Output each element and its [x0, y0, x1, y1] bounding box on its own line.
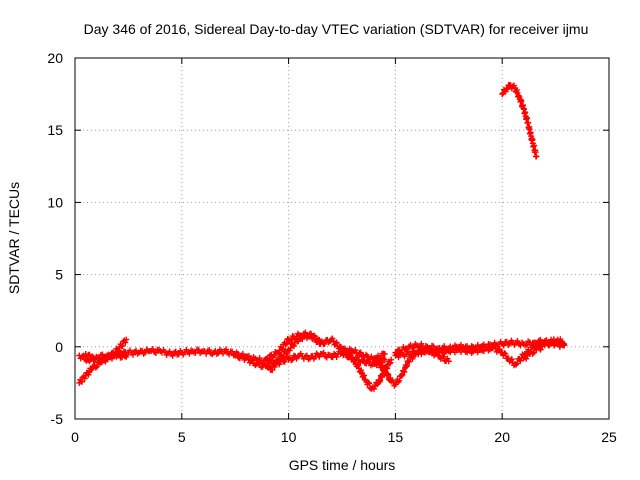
data-point [381, 366, 388, 373]
data-point [123, 353, 130, 360]
axis-ticks: 0 5 10 15 20 25 -5 0 5 10 15 20 [47, 50, 617, 445]
x-tick-label: 10 [281, 429, 297, 445]
y-tick-label: 0 [55, 339, 63, 355]
x-tick-label: 20 [494, 429, 510, 445]
x-axis-label: GPS time / hours [289, 457, 396, 473]
data-point [503, 85, 510, 92]
chart-title: Day 346 of 2016, Sidereal Day-to-day VTE… [84, 21, 589, 37]
series-13 [499, 82, 540, 160]
data-point [499, 91, 506, 98]
data-point [561, 340, 568, 347]
data-point [533, 153, 540, 160]
y-tick-label: 5 [55, 267, 63, 283]
x-tick-label: 0 [71, 429, 79, 445]
series-3 [82, 350, 130, 365]
y-tick-label: -5 [51, 411, 64, 427]
series-12 [520, 336, 568, 362]
grid-lines [75, 58, 609, 419]
x-tick-label: 15 [388, 429, 404, 445]
data-point [381, 356, 388, 363]
series-7 [339, 346, 395, 392]
data-point [123, 336, 130, 343]
data-point [445, 358, 452, 365]
x-tick-label: 25 [601, 429, 617, 445]
series-8 [371, 345, 452, 389]
y-tick-label: 10 [47, 194, 63, 210]
series-10 [392, 344, 495, 361]
x-tick-label: 5 [178, 429, 186, 445]
y-tick-label: 15 [47, 122, 63, 138]
data-point [381, 351, 388, 358]
data-point [388, 356, 395, 363]
y-tick-label: 20 [47, 50, 63, 66]
data-points [76, 82, 568, 392]
y-axis-label: SDTVAR / TECUs [6, 182, 22, 294]
plot-frame [74, 57, 610, 420]
